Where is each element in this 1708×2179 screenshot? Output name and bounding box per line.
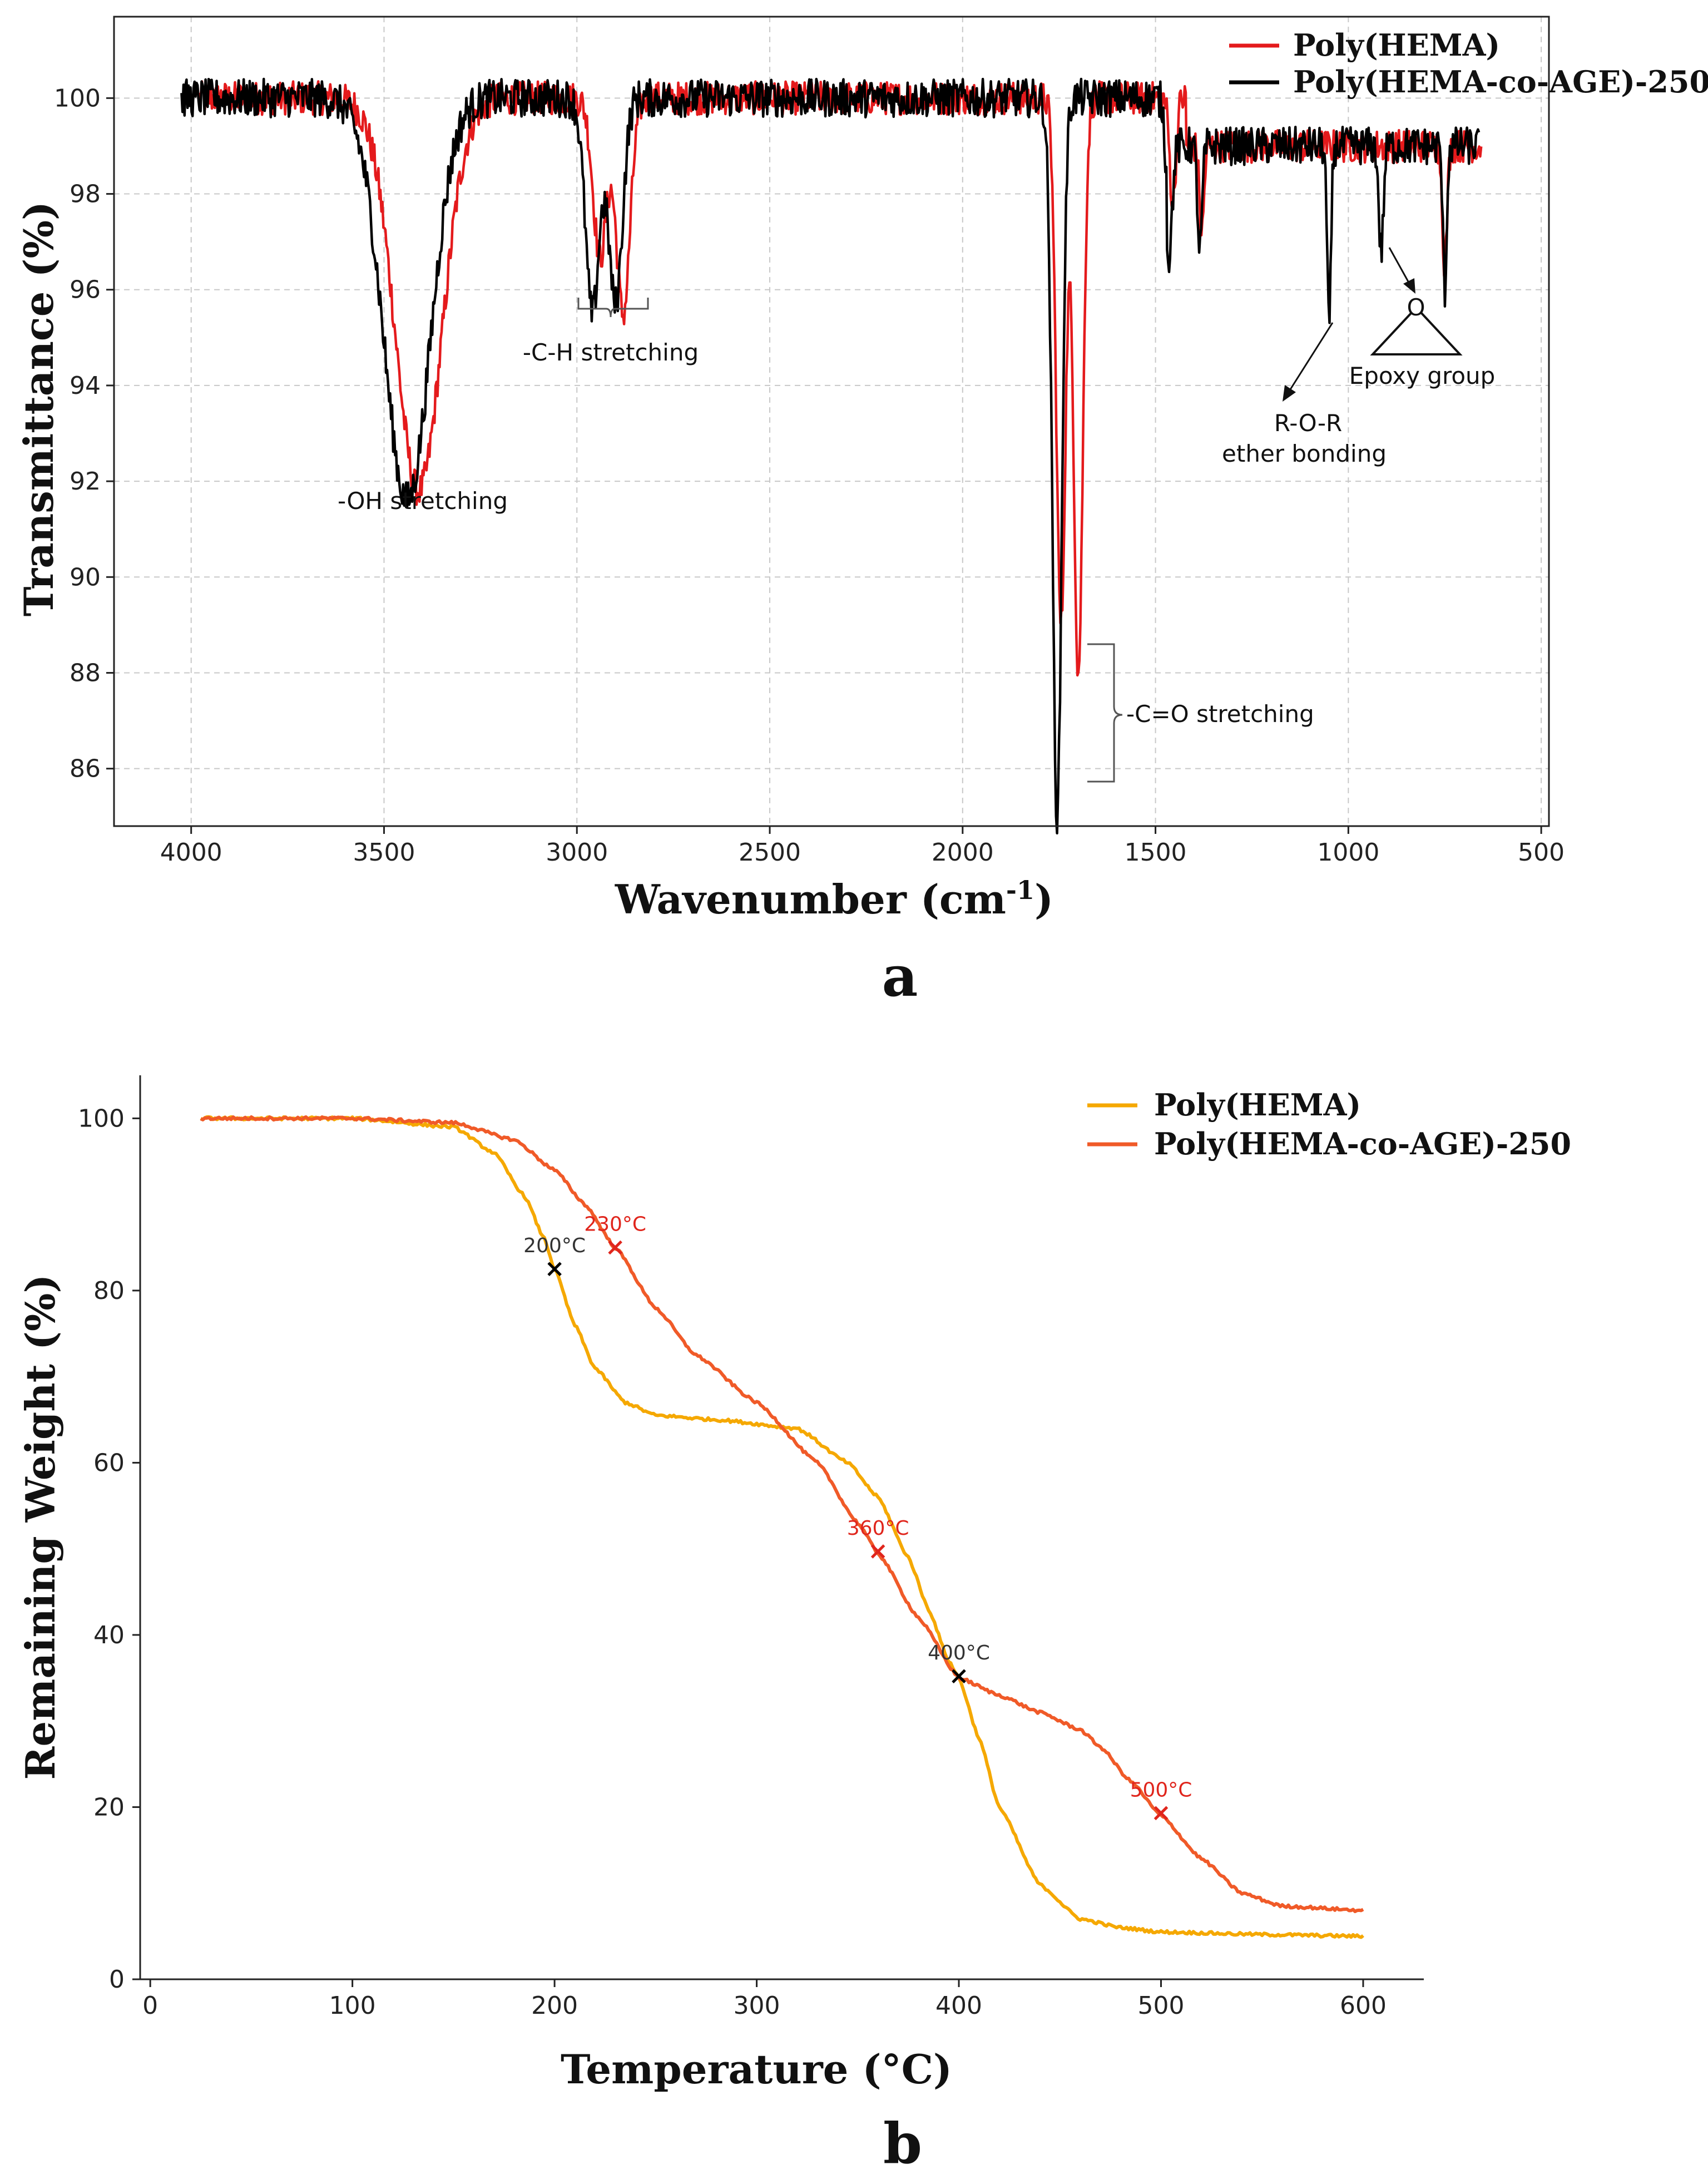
tga-marker-label: 230°C: [584, 1213, 646, 1236]
tga-series-group: [200, 1115, 1364, 1939]
tga-marker-label: 360°C: [847, 1517, 909, 1540]
annotation-co-stretching: -C=O stretching: [1126, 700, 1314, 728]
tga-x-tick-label: 400: [935, 1992, 982, 2020]
ftir-x-tick-label: 1500: [1125, 838, 1187, 867]
ftir-series-poly-hema-co-age-250: [180, 77, 1481, 835]
tga-x-tick-label: 500: [1138, 1992, 1185, 2020]
tga-y-tick-label: 60: [93, 1449, 125, 1477]
ftir-legend-label-poly-hema: Poly(HEMA): [1293, 27, 1500, 63]
tga-marker-cross: [608, 1240, 622, 1255]
ftir-x-tick-label: 4000: [160, 838, 222, 867]
tga-y-tick-label: 40: [93, 1621, 125, 1649]
ftir-x-tick-label: 2500: [739, 838, 801, 867]
annotation-oh-stretching: -OH stretching: [338, 487, 508, 515]
panel-label-b: b: [883, 2111, 922, 2176]
ch-bracket: [577, 298, 649, 318]
ftir-x-tick-label: 3500: [353, 838, 415, 867]
tga-x-tick-label: 100: [329, 1992, 376, 2020]
co-bracket: [1087, 643, 1123, 783]
ftir-y-tick-label: 98: [70, 180, 101, 209]
ftir-legend: Poly(HEMA) Poly(HEMA-co-AGE)-250: [1229, 27, 1708, 100]
ftir-x-axis-title: Wavenumber (cm-1): [615, 875, 1053, 923]
tga-x-axis-title: Temperature (°C): [561, 2045, 952, 2093]
tga-marker-360-c: 360°C: [847, 1517, 909, 1559]
ftir-x-tick-label: 2000: [932, 838, 994, 867]
ftir-y-tick-label: 94: [70, 372, 101, 400]
tga-y-tick-label: 100: [78, 1104, 125, 1133]
ftir-y-tick-label: 86: [70, 755, 101, 783]
tga-x-tick-label: 600: [1340, 1992, 1387, 2020]
tga-marker-230-c: 230°C: [584, 1213, 646, 1255]
ftir-y-axis-title: Transmittance (%): [15, 201, 62, 616]
ftir-grid: [114, 17, 1549, 826]
tga-marker-label: 500°C: [1130, 1778, 1192, 1801]
tga-x-tick-label: 300: [734, 1992, 780, 2020]
ftir-legend-label-poly-hema-co-age: Poly(HEMA-co-AGE)-250: [1293, 64, 1708, 100]
tga-x-ticks: 0 100 200 300 400 500 600: [142, 1979, 1387, 2020]
tga-y-axis-title: Remaining Weight (%): [17, 1274, 64, 1780]
ror-arrow-head: [1283, 385, 1296, 402]
epoxy-oxygen-atom: O: [1407, 294, 1425, 321]
tga-series-poly-hema: [200, 1115, 1364, 1939]
ror-arrow-line: [1289, 322, 1334, 390]
ftir-series-group: [180, 77, 1483, 835]
panel-label-a: a: [882, 943, 918, 1009]
annotation-ror-line1: R-O-R: [1274, 409, 1342, 437]
tga-x-tick-label: 200: [531, 1992, 578, 2020]
annotation-epoxy-group: Epoxy group: [1349, 362, 1496, 389]
tga-marker-label: 200°C: [523, 1234, 586, 1257]
tga-legend-label-poly-hema-co-age: Poly(HEMA-co-AGE)-250: [1154, 1126, 1571, 1162]
tga-marker-200-c: 200°C: [523, 1234, 586, 1276]
ftir-x-ticks: 4000 3500 3000 2500 2000 1500 1000 500: [160, 826, 1565, 867]
annotation-ror-line2: ether bonding: [1222, 440, 1387, 467]
tga-y-ticks: 0 20 40 60 80 100: [78, 1104, 140, 1994]
ftir-x-tick-label: 3000: [546, 838, 608, 867]
ftir-x-tick-label: 500: [1518, 838, 1565, 867]
ftir-plot-frame: [113, 16, 1550, 827]
ftir-y-ticks: 86 88 90 92 94 96 98 100: [54, 84, 114, 783]
ftir-y-tick-label: 88: [70, 659, 101, 687]
ftir-y-tick-label: 90: [70, 563, 101, 591]
ftir-x-tick-label: 1000: [1317, 838, 1379, 867]
epoxy-arrow-head: [1403, 278, 1415, 294]
tga-marker-cross: [547, 1262, 562, 1276]
tga-marker-cross: [870, 1544, 885, 1559]
tga-marker-cross: [952, 1669, 966, 1684]
tga-y-tick-label: 0: [109, 1965, 125, 1994]
ftir-panel: 4000 3500 3000 2500 2000 1500 1000 500 86 88 90 92…: [15, 16, 1708, 1009]
tga-y-tick-label: 20: [93, 1793, 125, 1821]
ftir-y-tick-label: 92: [70, 467, 101, 496]
annotation-ch-stretching: -C-H stretching: [523, 339, 699, 366]
tga-marker-cross: [1153, 1806, 1169, 1821]
tga-series-poly-hema-co-age-250: [200, 1115, 1364, 1914]
tga-legend-label-poly-hema: Poly(HEMA): [1154, 1087, 1361, 1123]
ftir-y-tick-label: 100: [54, 84, 101, 112]
tga-panel: 0 100 200 300 400 500 600 0 20 40 60 80 100 200°C23…: [17, 1075, 1571, 2176]
ftir-y-tick-label: 96: [70, 276, 101, 304]
tga-marker-500-c: 500°C: [1130, 1778, 1192, 1821]
tga-marker-label: 400°C: [928, 1642, 990, 1664]
ftir-annotations: -OH stretching -C-H stretching -C=O stre…: [338, 247, 1496, 783]
epoxy-ring-icon: [1370, 312, 1463, 355]
tga-y-tick-label: 80: [93, 1277, 125, 1305]
tga-legend: Poly(HEMA) Poly(HEMA-co-AGE)-250: [1087, 1087, 1571, 1162]
tga-x-tick-label: 0: [142, 1992, 158, 2020]
epoxy-arrow-line: [1388, 247, 1410, 283]
ftir-series-poly-hema: [197, 80, 1483, 677]
tga-marker-400-c: 400°C: [928, 1642, 990, 1684]
